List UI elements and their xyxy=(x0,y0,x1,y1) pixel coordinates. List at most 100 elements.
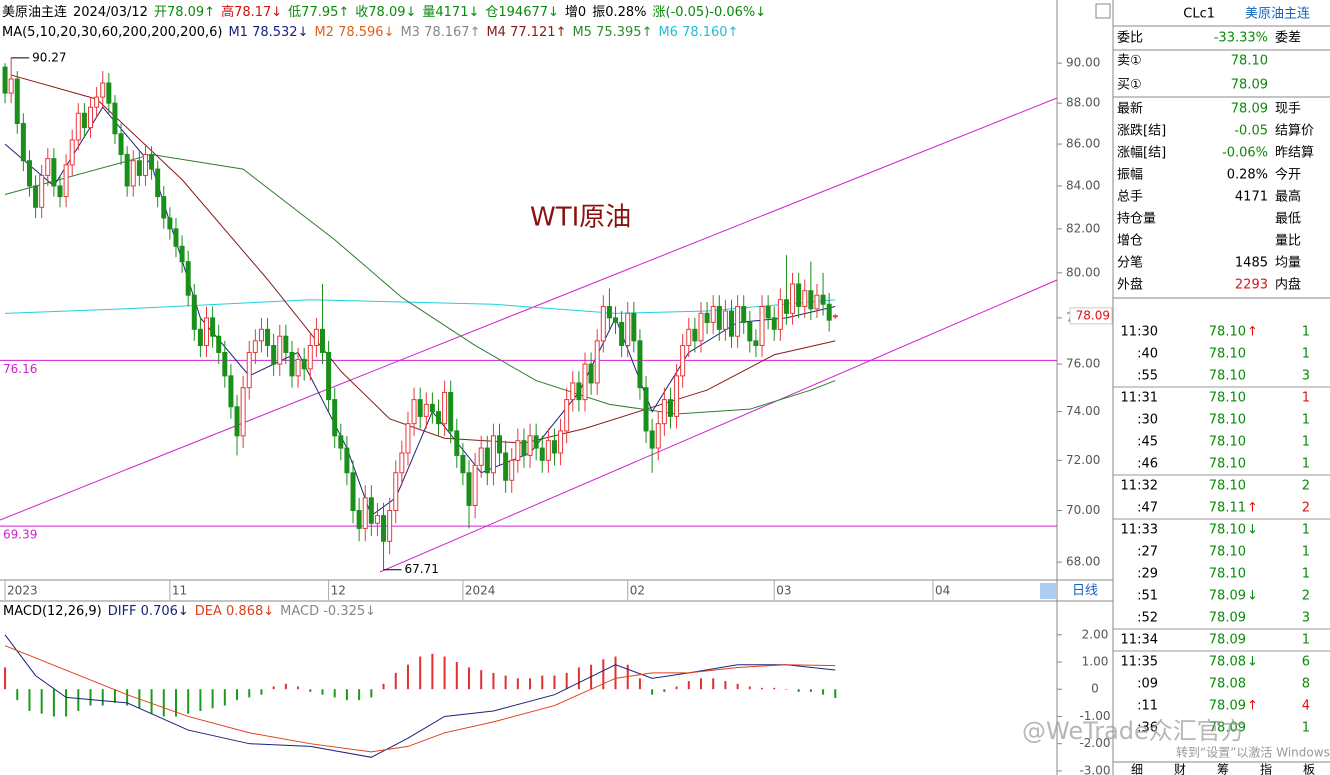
candle-body xyxy=(387,510,393,542)
panel-tab[interactable]: 板 xyxy=(1303,763,1315,775)
candle-body xyxy=(26,160,32,187)
macd-bar xyxy=(40,689,43,714)
macd-bar xyxy=(468,667,471,690)
trade-price: 78.09 xyxy=(1209,589,1246,604)
ma-line xyxy=(11,74,836,444)
trade-time: :55 xyxy=(1137,369,1158,384)
last-price-box xyxy=(1069,307,1113,325)
candle-body xyxy=(527,435,533,456)
candle-body xyxy=(246,351,252,389)
macd-bar xyxy=(699,678,702,690)
trade-price: 78.10 xyxy=(1209,567,1246,582)
candle-body xyxy=(277,335,283,365)
candle-body xyxy=(722,310,728,330)
candle-body xyxy=(265,328,271,346)
y-tick-label: 80.00 xyxy=(1066,265,1100,279)
candle-body xyxy=(179,245,185,263)
candle-body xyxy=(81,112,87,129)
macd-bar xyxy=(211,689,214,709)
macd-bar xyxy=(602,659,605,690)
candle-body xyxy=(326,351,332,401)
candle-body xyxy=(643,387,649,432)
trade-price: 78.09 xyxy=(1209,611,1246,626)
quote-label: 买① xyxy=(1117,78,1142,93)
scroll-button[interactable] xyxy=(1040,583,1056,599)
y-tick-label: 1.00 xyxy=(1082,654,1109,668)
trade-price: 78.10 xyxy=(1209,413,1246,428)
candle-body xyxy=(362,497,368,529)
quote-label: 涨跌[结] xyxy=(1117,123,1166,139)
trade-price: 78.10 xyxy=(1209,347,1246,362)
watermark-os: 转到“设置”以激活 Windows xyxy=(1176,745,1330,760)
panel-toggle[interactable] xyxy=(1095,3,1111,19)
macd-bar xyxy=(773,687,776,690)
candle-body xyxy=(100,82,106,98)
trade-price: 78.09 xyxy=(1209,699,1246,714)
candle-body xyxy=(594,340,600,384)
candle-body xyxy=(558,430,564,454)
trade-price: 78.08 xyxy=(1209,655,1246,670)
candle-body xyxy=(698,312,704,342)
level-label: 76.16 xyxy=(3,362,37,376)
candle-body xyxy=(680,344,686,377)
macd-bar xyxy=(675,686,678,690)
panel-tab[interactable]: 细 xyxy=(1131,763,1143,775)
trade-arrow: ↑ xyxy=(1247,699,1258,714)
level-label: 69.39 xyxy=(3,528,37,542)
candle-body xyxy=(155,168,161,198)
header-item: DIFF 0.706↓ xyxy=(108,604,189,619)
trade-price: 78.09 xyxy=(1209,633,1246,648)
trade-time: 11:30 xyxy=(1121,325,1158,340)
period-label[interactable]: 日线 xyxy=(1072,584,1098,599)
candle-body xyxy=(216,335,222,353)
candle-body xyxy=(429,403,435,413)
macd-bar xyxy=(577,667,580,690)
macd-bar xyxy=(223,689,226,706)
macd-bar xyxy=(529,678,532,690)
y-tick-label: 68.00 xyxy=(1066,555,1100,569)
candle-body xyxy=(466,472,472,506)
panel-tab[interactable]: 财 xyxy=(1174,763,1186,775)
header-item: 收78.09↓ xyxy=(355,5,416,20)
macd-bar xyxy=(565,672,568,690)
macd-bar xyxy=(748,686,751,690)
candle-body xyxy=(124,153,130,187)
candle-body xyxy=(344,447,350,474)
header-item: M3 78.167↑ xyxy=(400,25,480,40)
candle-body xyxy=(258,328,264,342)
quote-label2: 内盘 xyxy=(1275,277,1301,293)
candle-body xyxy=(149,153,155,170)
watermark-brand: @WeTrade众汇官方 xyxy=(1022,717,1245,745)
macd-bar xyxy=(126,689,129,706)
panel-tab[interactable]: 指 xyxy=(1260,762,1272,775)
quote-label: 卖① xyxy=(1117,54,1142,69)
trade-time: :30 xyxy=(1137,413,1158,428)
macd-bar xyxy=(236,689,239,701)
candle-body xyxy=(295,358,301,377)
candle-body xyxy=(313,328,319,346)
candle-body xyxy=(655,423,661,449)
candle-body xyxy=(735,306,741,337)
trade-volume: 2 xyxy=(1302,501,1310,516)
candle-body xyxy=(142,153,148,176)
macd-bar xyxy=(761,687,764,690)
candle-body xyxy=(472,464,478,506)
trade-time: 11:31 xyxy=(1121,391,1158,406)
candle-body xyxy=(381,515,387,542)
macd-bar xyxy=(65,689,68,717)
candle-body xyxy=(826,303,832,321)
macd-bar xyxy=(382,683,385,690)
macd-bar xyxy=(724,681,727,690)
macd-bar xyxy=(199,689,202,712)
panel-tab[interactable]: 筹 xyxy=(1217,763,1229,775)
trade-price: 78.10 xyxy=(1209,523,1246,538)
macd-bar xyxy=(394,672,397,690)
candle-body xyxy=(747,321,753,342)
macd-bar xyxy=(309,689,312,692)
trade-volume: 1 xyxy=(1302,347,1310,362)
trade-volume: 1 xyxy=(1302,545,1310,560)
macd-line xyxy=(4,645,836,753)
header-item: 量4171↓ xyxy=(422,5,479,20)
candle-body xyxy=(454,430,460,456)
candle-body xyxy=(515,440,521,461)
